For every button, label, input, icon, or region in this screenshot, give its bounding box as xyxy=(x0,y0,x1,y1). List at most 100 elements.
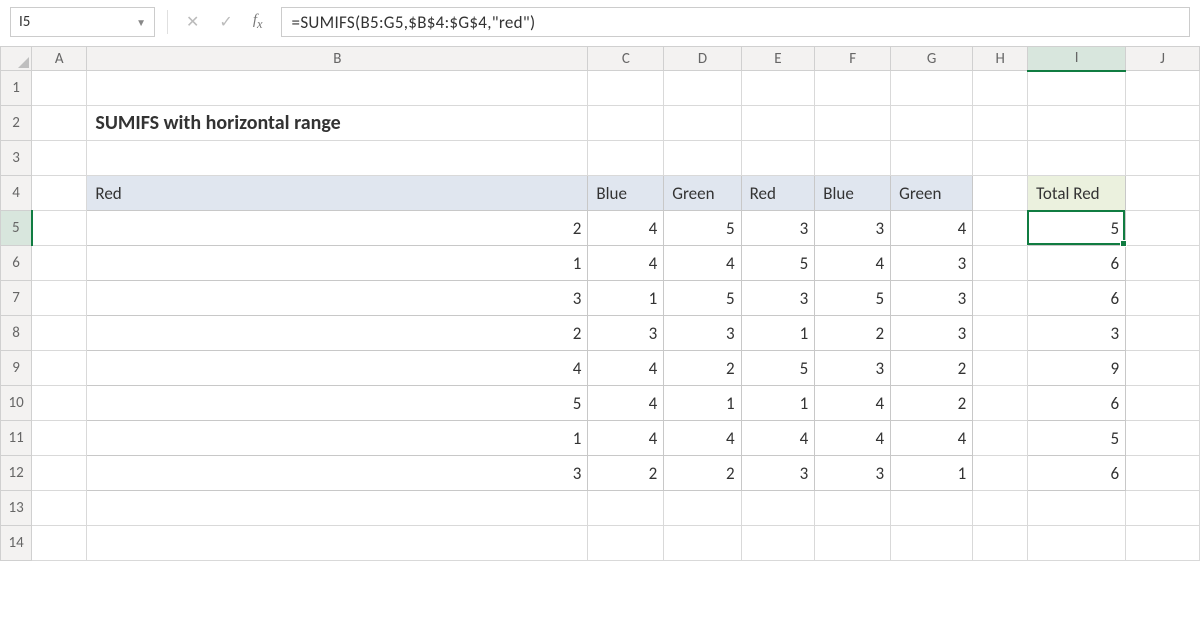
cell-C6[interactable]: 4 xyxy=(588,246,664,281)
cell-F13[interactable] xyxy=(815,491,891,526)
cell-I13[interactable] xyxy=(1028,491,1126,526)
cell-C7[interactable]: 1 xyxy=(588,281,664,316)
cell-F7[interactable]: 5 xyxy=(815,281,891,316)
cell-J8[interactable] xyxy=(1126,316,1200,351)
cell-B9[interactable]: 4 xyxy=(87,351,588,386)
cell-D11[interactable]: 4 xyxy=(664,421,741,456)
row-header-9[interactable]: 9 xyxy=(1,351,32,386)
col-header-E[interactable]: E xyxy=(741,47,815,71)
row-header-2[interactable]: 2 xyxy=(1,106,32,141)
cell-B2[interactable]: SUMIFS with horizontal range xyxy=(87,106,588,141)
cell-D10[interactable]: 1 xyxy=(664,386,741,421)
cell-H7[interactable] xyxy=(973,281,1028,316)
cell-B1[interactable] xyxy=(87,71,588,106)
cell-B8[interactable]: 2 xyxy=(87,316,588,351)
cell-F5[interactable]: 3 xyxy=(815,211,891,246)
col-header-H[interactable]: H xyxy=(973,47,1028,71)
enter-icon[interactable]: ✓ xyxy=(219,12,232,32)
cell-B6[interactable]: 1 xyxy=(87,246,588,281)
cell-G3[interactable] xyxy=(891,141,973,176)
cell-F1[interactable] xyxy=(815,71,891,106)
cell-A10[interactable] xyxy=(32,386,87,421)
cell-F3[interactable] xyxy=(815,141,891,176)
cell-A7[interactable] xyxy=(32,281,87,316)
cell-H11[interactable] xyxy=(973,421,1028,456)
cell-J1[interactable] xyxy=(1126,71,1200,106)
cell-G9[interactable]: 2 xyxy=(891,351,973,386)
cell-E3[interactable] xyxy=(741,141,815,176)
cell-B14[interactable] xyxy=(87,526,588,561)
cell-B7[interactable]: 3 xyxy=(87,281,588,316)
cell-F4[interactable]: Blue xyxy=(815,176,891,211)
cell-G2[interactable] xyxy=(891,106,973,141)
cell-J2[interactable] xyxy=(1126,106,1200,141)
cell-C4[interactable]: Blue xyxy=(588,176,664,211)
cell-F14[interactable] xyxy=(815,526,891,561)
row-header-14[interactable]: 14 xyxy=(1,526,32,561)
cell-I5[interactable]: 5 xyxy=(1028,211,1126,246)
cell-D1[interactable] xyxy=(664,71,741,106)
cell-J3[interactable] xyxy=(1126,141,1200,176)
cell-E6[interactable]: 5 xyxy=(741,246,815,281)
cell-E1[interactable] xyxy=(741,71,815,106)
cell-A11[interactable] xyxy=(32,421,87,456)
cell-A14[interactable] xyxy=(32,526,87,561)
cell-D8[interactable]: 3 xyxy=(664,316,741,351)
cell-A3[interactable] xyxy=(32,141,87,176)
cell-J7[interactable] xyxy=(1126,281,1200,316)
cell-G13[interactable] xyxy=(891,491,973,526)
cell-H3[interactable] xyxy=(973,141,1028,176)
cell-J10[interactable] xyxy=(1126,386,1200,421)
cell-I1[interactable] xyxy=(1028,71,1126,106)
cell-G12[interactable]: 1 xyxy=(891,456,973,491)
cell-C13[interactable] xyxy=(588,491,664,526)
cell-E10[interactable]: 1 xyxy=(741,386,815,421)
cell-A12[interactable] xyxy=(32,456,87,491)
row-header-1[interactable]: 1 xyxy=(1,71,32,106)
row-header-3[interactable]: 3 xyxy=(1,141,32,176)
cell-A4[interactable] xyxy=(32,176,87,211)
row-header-10[interactable]: 10 xyxy=(1,386,32,421)
cell-I9[interactable]: 9 xyxy=(1028,351,1126,386)
cell-B11[interactable]: 1 xyxy=(87,421,588,456)
cell-E11[interactable]: 4 xyxy=(741,421,815,456)
cell-E4[interactable]: Red xyxy=(741,176,815,211)
cell-J13[interactable] xyxy=(1126,491,1200,526)
cell-J12[interactable] xyxy=(1126,456,1200,491)
col-header-F[interactable]: F xyxy=(815,47,891,71)
cell-G14[interactable] xyxy=(891,526,973,561)
cell-H6[interactable] xyxy=(973,246,1028,281)
cell-H8[interactable] xyxy=(973,316,1028,351)
cell-B13[interactable] xyxy=(87,491,588,526)
cell-F11[interactable]: 4 xyxy=(815,421,891,456)
cell-C1[interactable] xyxy=(588,71,664,106)
cell-A1[interactable] xyxy=(32,71,87,106)
cell-H14[interactable] xyxy=(973,526,1028,561)
cell-A8[interactable] xyxy=(32,316,87,351)
cell-I2[interactable] xyxy=(1028,106,1126,141)
cell-I4[interactable]: Total Red xyxy=(1028,176,1126,211)
cell-I11[interactable]: 5 xyxy=(1028,421,1126,456)
cell-G6[interactable]: 3 xyxy=(891,246,973,281)
row-header-11[interactable]: 11 xyxy=(1,421,32,456)
insert-function-icon[interactable]: fx xyxy=(253,12,263,32)
cell-E9[interactable]: 5 xyxy=(741,351,815,386)
cell-E12[interactable]: 3 xyxy=(741,456,815,491)
row-header-8[interactable]: 8 xyxy=(1,316,32,351)
cell-A5[interactable] xyxy=(32,211,87,246)
row-header-5[interactable]: 5 xyxy=(1,211,32,246)
cell-G5[interactable]: 4 xyxy=(891,211,973,246)
cell-E2[interactable] xyxy=(741,106,815,141)
cell-H13[interactable] xyxy=(973,491,1028,526)
cell-D14[interactable] xyxy=(664,526,741,561)
cell-F2[interactable] xyxy=(815,106,891,141)
cell-C9[interactable]: 4 xyxy=(588,351,664,386)
cell-G10[interactable]: 2 xyxy=(891,386,973,421)
row-header-6[interactable]: 6 xyxy=(1,246,32,281)
cell-G4[interactable]: Green xyxy=(891,176,973,211)
formula-input[interactable]: =SUMIFS(B5:G5,$B$4:$G$4,"red") xyxy=(281,7,1190,37)
cell-F6[interactable]: 4 xyxy=(815,246,891,281)
cell-E13[interactable] xyxy=(741,491,815,526)
cell-G1[interactable] xyxy=(891,71,973,106)
cell-F10[interactable]: 4 xyxy=(815,386,891,421)
